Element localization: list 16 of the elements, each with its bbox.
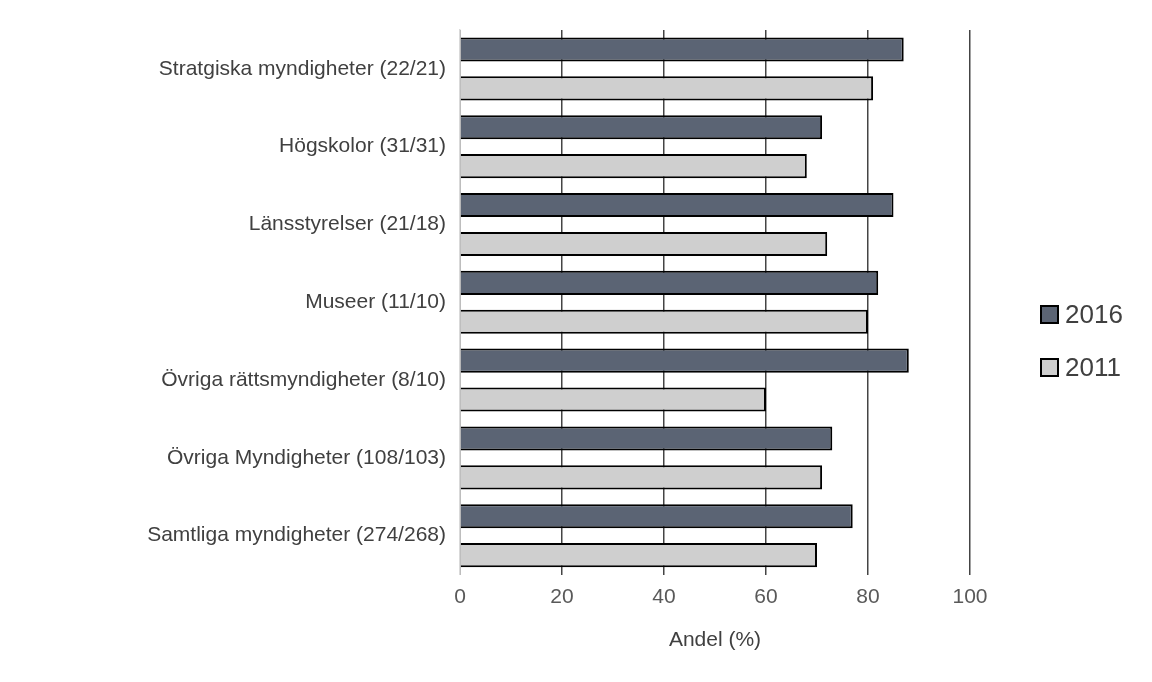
x-tick-label: 0 — [454, 584, 466, 607]
y-tick-label: Museer (11/10) — [305, 289, 446, 313]
x-tick-label: 80 — [856, 584, 880, 607]
y-tick-label: Samtliga myndigheter (274/268) — [147, 522, 446, 546]
y-tick-label: Högskolor (31/31) — [279, 133, 446, 157]
x-axis-title: Andel (%) — [668, 627, 762, 651]
x-tick-label: 20 — [550, 584, 574, 607]
y-tick-label: Övriga rättsmyndigheter (8/10) — [161, 366, 446, 390]
y-tick-label: Övriga Myndigheter (108/103) — [167, 444, 446, 468]
x-tick-label: 100 — [952, 584, 988, 607]
legend-label: 2016 — [1065, 299, 1123, 330]
y-tick-label: Stratgiska myndigheter (22/21) — [158, 55, 446, 79]
y-tick-label: Länsstyrelser (21/18) — [248, 211, 446, 235]
x-tick-label: 40 — [652, 584, 676, 607]
legend-label: 2011 — [1065, 352, 1121, 383]
x-tick-label: 60 — [754, 584, 778, 607]
